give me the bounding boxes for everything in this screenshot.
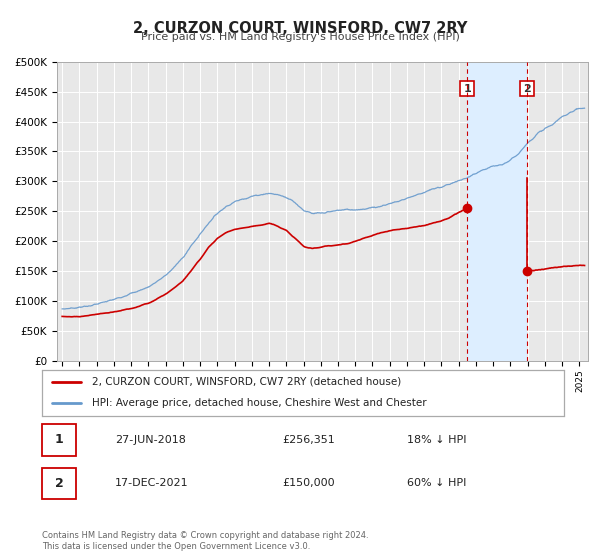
Text: 18% ↓ HPI: 18% ↓ HPI <box>407 435 467 445</box>
FancyBboxPatch shape <box>42 424 76 456</box>
Text: 1: 1 <box>463 83 471 94</box>
Text: 2, CURZON COURT, WINSFORD, CW7 2RY: 2, CURZON COURT, WINSFORD, CW7 2RY <box>133 21 467 36</box>
Bar <box>467 62 527 361</box>
Text: 27-JUN-2018: 27-JUN-2018 <box>115 435 186 445</box>
Text: HPI: Average price, detached house, Cheshire West and Chester: HPI: Average price, detached house, Ches… <box>92 398 426 408</box>
Text: 1: 1 <box>55 433 64 446</box>
Text: Price paid vs. HM Land Registry's House Price Index (HPI): Price paid vs. HM Land Registry's House … <box>140 32 460 42</box>
Text: Contains HM Land Registry data © Crown copyright and database right 2024.: Contains HM Land Registry data © Crown c… <box>42 531 368 540</box>
Text: 60% ↓ HPI: 60% ↓ HPI <box>407 478 467 488</box>
Text: 2: 2 <box>523 83 531 94</box>
Text: 2: 2 <box>55 477 64 490</box>
Text: £150,000: £150,000 <box>282 478 335 488</box>
Text: 2, CURZON COURT, WINSFORD, CW7 2RY (detached house): 2, CURZON COURT, WINSFORD, CW7 2RY (deta… <box>92 377 401 387</box>
Text: £256,351: £256,351 <box>282 435 335 445</box>
Text: 17-DEC-2021: 17-DEC-2021 <box>115 478 189 488</box>
FancyBboxPatch shape <box>42 468 76 499</box>
Text: This data is licensed under the Open Government Licence v3.0.: This data is licensed under the Open Gov… <box>42 542 310 550</box>
